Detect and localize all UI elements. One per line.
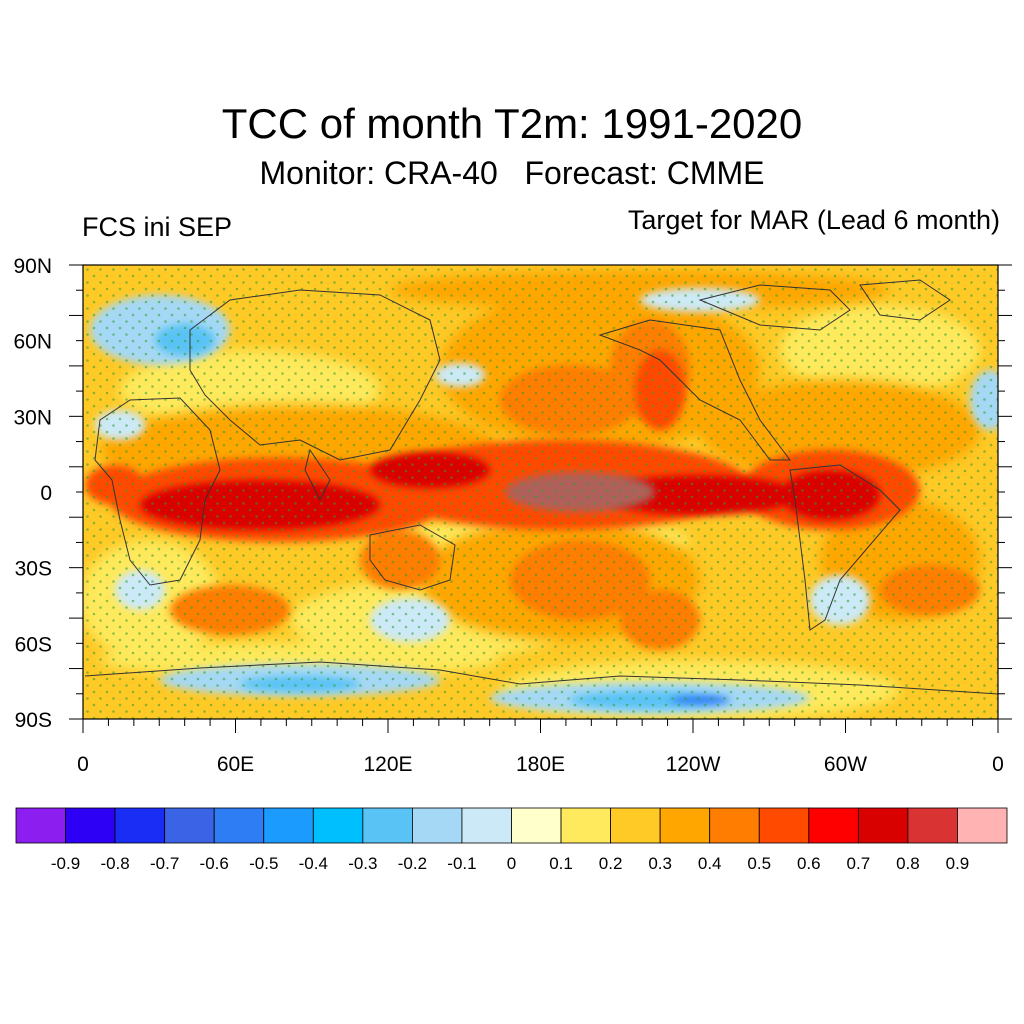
lon-label: 0 [77,753,89,776]
colorbar-tick-label: 0.1 [549,854,573,873]
colorbar [15,807,1008,844]
coastlines [84,279,998,695]
lat-label: 60N [13,331,52,354]
colorbar-swatch [659,807,711,844]
colorbar-swatch [362,807,413,844]
chart-subtitle: Monitor: CRA-40 Forecast: CMME [259,155,765,191]
colorbar-swatch [263,807,314,844]
lon-label: 120W [666,753,721,776]
colorbar-swatch [65,807,116,844]
lon-label: 120E [363,753,412,776]
colorbar-swatch [560,807,611,844]
colorbar-tick-label: -0.7 [149,854,180,873]
colorbar-tick-label: 0.6 [796,854,821,873]
colorbar-tick-label: -0.9 [50,854,81,873]
colorbar-swatch [461,807,512,844]
colorbar-swatch [213,807,265,844]
lat-tick-marks [69,264,1012,720]
colorbar-tick-label: -0.4 [298,854,328,873]
colorbar-tick-label: 0.3 [648,854,672,873]
colorbar-swatch [907,807,958,844]
colorbar-swatch [15,807,66,844]
lat-label: 90N [13,255,52,278]
colorbar-swatch [808,807,859,844]
chart-title: TCC of month T2m: 1991-2020 [221,100,803,147]
colorbar-swatch [857,807,909,844]
init-month-label: FCS ini SEP [82,212,233,242]
colorbar-swatch [957,807,1008,844]
lon-label: 0 [992,753,1004,776]
lon-label: 180E [516,753,565,776]
colorbar-tick-label: 0.5 [747,854,772,873]
colorbar-tick-label: 0.7 [846,854,871,873]
colorbar-tick-label: -0.8 [100,854,130,873]
colorbar-tick-label: 0.9 [945,854,970,873]
colorbar-tick-label: 0.8 [896,854,920,873]
lon-label: 60W [824,753,867,776]
colorbar-tick-label: 0 [506,854,517,873]
lat-label: 60S [15,633,52,656]
colorbar-tick-label: -0.2 [397,854,428,873]
target-label: Target for MAR (Lead 6 month) [627,205,1000,235]
significance-stipple [83,265,998,719]
colorbar-swatch [312,807,364,844]
colorbar-swatch [610,807,661,844]
lat-label: 30N [13,406,52,429]
lat-label: 30S [15,558,52,581]
colorbar-swatch [114,807,166,844]
colorbar-tick-label: -0.5 [249,854,279,873]
lat-label: 0 [40,482,52,505]
colorbar-tick-label: -0.3 [348,854,378,873]
colorbar-swatch [411,807,463,844]
lat-label: 90S [15,709,52,732]
lon-label: 60E [217,753,254,776]
lat-axis-labels: 90N 60N 30N 0 30S 60S 90S [13,255,52,732]
colorbar-swatch [164,807,215,844]
colorbar-tick-label: 0.2 [598,854,623,873]
colorbar-swatch [758,807,810,844]
lon-tick-marks [82,719,999,733]
colorbar-tick-label: -0.1 [447,854,477,873]
colorbar-swatch [511,807,562,844]
lon-axis-labels: 0 60E 120E 180E 120W 60W 0 [77,753,1004,776]
colorbar-tick-label: -0.6 [199,854,229,873]
colorbar-tick-label: 0.4 [697,854,722,873]
map-field [83,265,998,719]
colorbar-swatch [709,807,760,844]
